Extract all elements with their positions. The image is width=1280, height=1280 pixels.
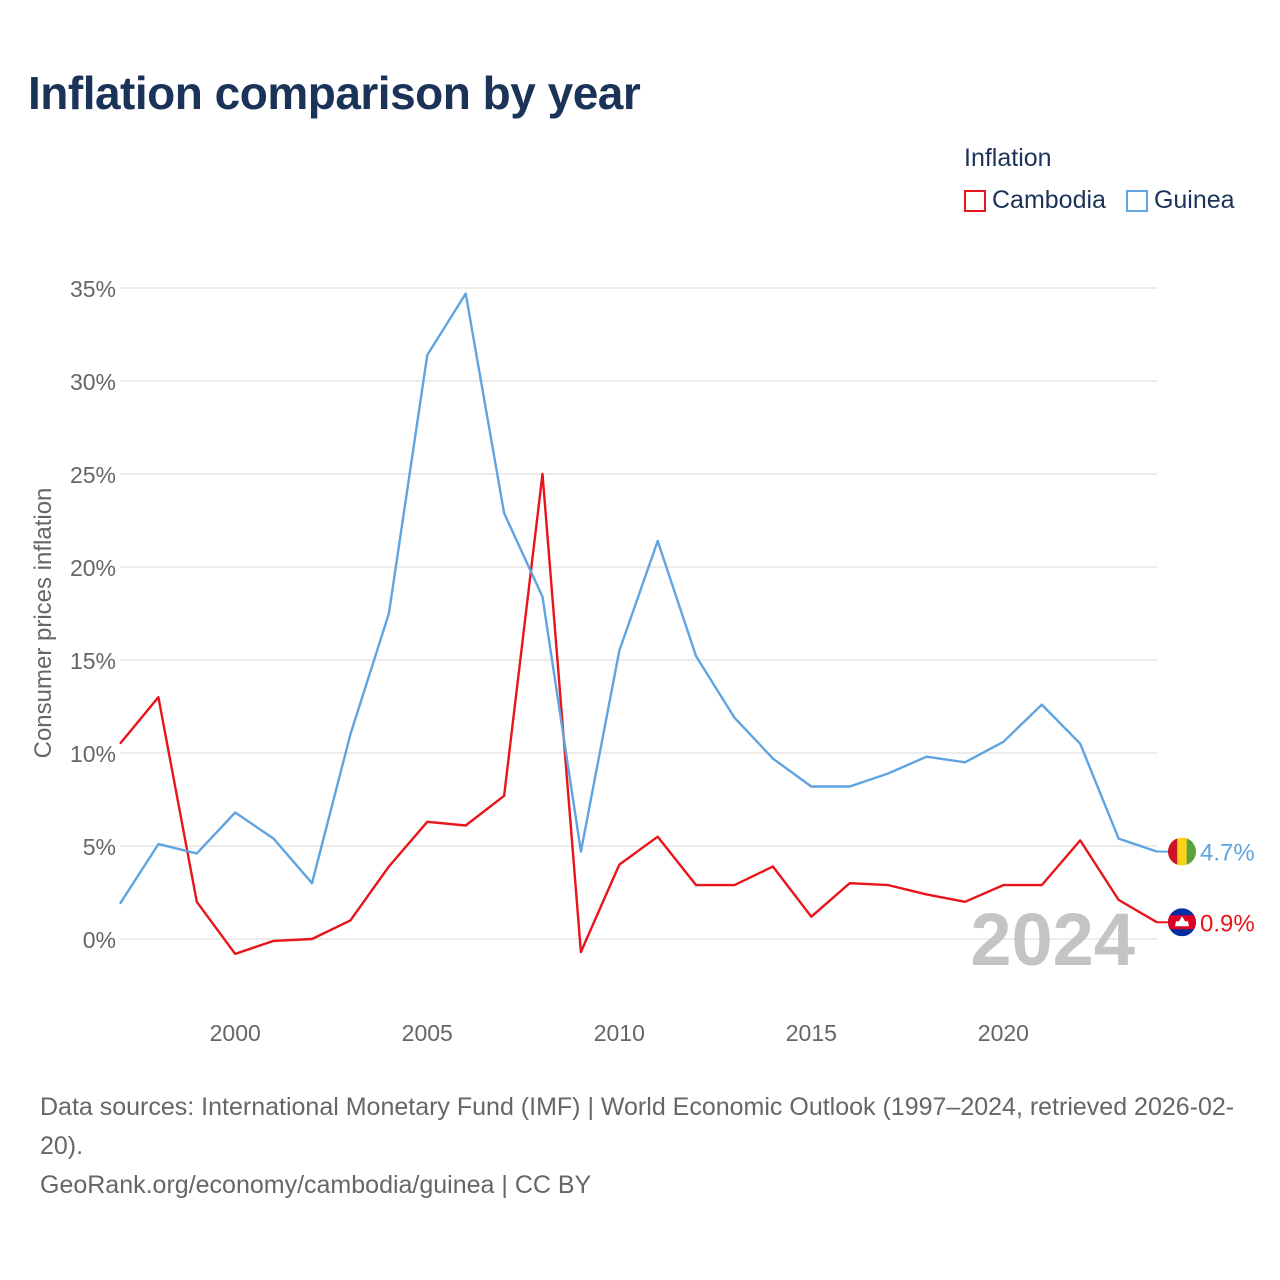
data-sources: Data sources: International Monetary Fun… <box>40 1093 1235 1160</box>
attribution: GeoRank.org/economy/cambodia/guinea | CC… <box>40 1171 592 1199</box>
flag-stripe-green <box>1186 837 1196 866</box>
y-axis-ticks: 0% 5% 10% 15% 20% 25% 30% 35% <box>70 276 116 953</box>
footer: Data sources: International Monetary Fun… <box>40 1088 1250 1205</box>
y-axis-label: Consumer prices inflation <box>30 488 57 759</box>
flag-bands <box>1168 908 1196 937</box>
guinea-flag-icon <box>1168 837 1196 866</box>
y-tick-label: 30% <box>70 369 116 395</box>
year-watermark: 2024 <box>970 898 1135 981</box>
legend-label-cambodia: Cambodia <box>992 186 1106 214</box>
legend-swatch-guinea <box>1125 189 1148 212</box>
legend: Cambodia Guinea <box>964 186 1255 215</box>
series-line-cambodia <box>119 472 1158 956</box>
flag-temple <box>1175 916 1189 927</box>
y-tick-label: 20% <box>70 555 116 581</box>
y-tick-label: 35% <box>70 276 116 302</box>
y-tick-label: 5% <box>83 834 116 860</box>
data-series <box>118 292 1158 956</box>
chart-title: Inflation comparison by year <box>28 67 641 119</box>
end-value-label-cambodia: 0.9% <box>1200 910 1255 937</box>
flag-stripe-red <box>1168 837 1178 866</box>
legend-item-cambodia[interactable]: Cambodia <box>964 186 1106 215</box>
end-markers: 0.9% 4.7% <box>1157 837 1255 937</box>
legend-item-guinea[interactable]: Guinea <box>1125 186 1235 215</box>
line-chart: 0%5%10%15%20%25%30%35% 2000 2005 2010 2015 2… <box>30 276 1255 1046</box>
x-tick-label: 2020 <box>978 1020 1029 1046</box>
x-tick-label: 2000 <box>210 1020 261 1046</box>
cambodia-flag-icon <box>1168 908 1196 937</box>
x-tick-label: 2010 <box>594 1020 645 1046</box>
y-tick-label: 0% <box>83 927 116 953</box>
y-tick-label: 15% <box>70 648 116 674</box>
legend-title: Inflation <box>964 144 1052 172</box>
y-tick-label: 10% <box>70 741 116 767</box>
flag-stripes <box>1168 837 1196 866</box>
x-tick-label: 2015 <box>786 1020 837 1046</box>
end-value-label-guinea: 4.7% <box>1200 840 1255 867</box>
x-tick-label: 2005 <box>402 1020 453 1046</box>
x-axis-ticks: 2000 2005 2010 2015 2020 <box>210 1020 1029 1046</box>
legend-swatch-cambodia <box>964 189 986 212</box>
series-line-guinea <box>118 292 1158 905</box>
y-tick-label: 25% <box>70 462 116 488</box>
legend-label-guinea: Guinea <box>1153 186 1235 214</box>
flag-stripe-yellow <box>1177 837 1187 866</box>
